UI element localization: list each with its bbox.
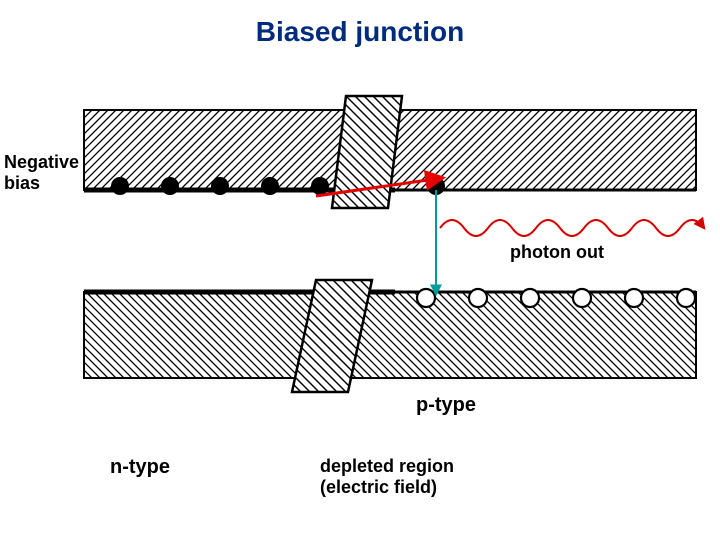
negative-bias-label: Negative bias: [4, 152, 79, 193]
photon-wave: [440, 220, 704, 236]
depleted-region-label: depleted region (electric field): [320, 456, 454, 497]
n-type-label: n-type: [110, 456, 170, 479]
photon-out-label: photon out: [510, 242, 604, 263]
p-type-label: p-type: [416, 394, 476, 417]
